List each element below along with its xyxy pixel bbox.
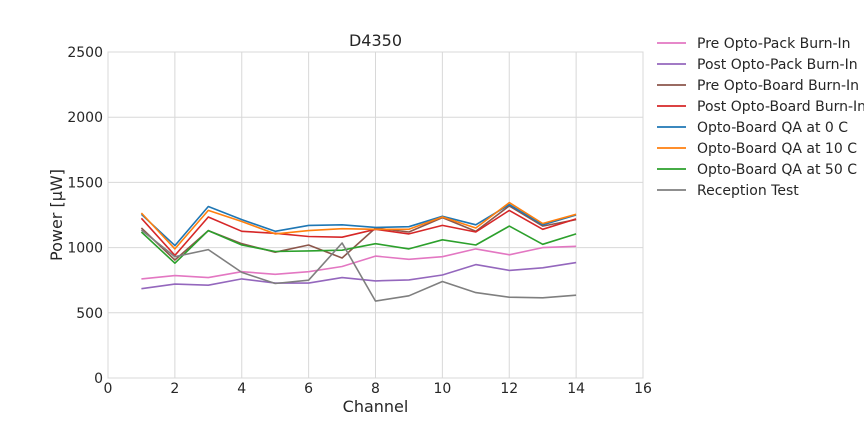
legend-entry-label: Post Opto-Pack Burn-In <box>697 57 858 73</box>
legend: Pre Opto-Pack Burn-In Post Opto-Pack Burn… <box>657 36 864 199</box>
series-line <box>140 229 577 302</box>
series-line <box>140 201 577 250</box>
x-tick-label: 6 <box>304 381 313 397</box>
legend-entry-label: Opto-Board QA at 0 C <box>697 120 848 136</box>
y-tick-label: 500 <box>76 306 103 322</box>
x-tick-label: 2 <box>170 381 179 397</box>
x-tick-label: 0 <box>104 381 113 397</box>
x-axis-label: Channel <box>343 397 409 416</box>
plot-area <box>107 51 644 379</box>
y-tick-label: 1500 <box>67 175 103 191</box>
legend-entry-label: Opto-Board QA at 10 C <box>697 141 857 157</box>
x-tick-label: 12 <box>500 381 518 397</box>
x-tick-label: 10 <box>433 381 451 397</box>
legend-entry-label: Pre Opto-Pack Burn-In <box>697 36 851 52</box>
legend-entry-label: Opto-Board QA at 50 C <box>697 162 857 178</box>
y-tick-label: 0 <box>94 371 103 387</box>
y-tick-label: 1000 <box>67 241 103 257</box>
y-tick-label: 2500 <box>67 45 103 61</box>
series-line <box>141 245 577 280</box>
x-tick-label: 4 <box>237 381 246 397</box>
legend-entry-label: Reception Test <box>697 183 799 199</box>
chart-title: D4350 <box>349 31 402 50</box>
grid <box>107 51 644 379</box>
y-axis-label: Power [μW] <box>47 169 66 261</box>
series-line <box>140 209 577 257</box>
legend-entry-label: Pre Opto-Board Burn-In <box>697 78 859 94</box>
legend-entry-label: Post Opto-Board Burn-In <box>697 99 864 115</box>
series-line <box>141 261 577 290</box>
tick-labels: 0 2 4 6 8 10 12 14 16 0 500 1000 1500 2000 2500 <box>67 45 652 397</box>
series-line <box>140 225 577 265</box>
x-tick-label: 16 <box>634 381 652 397</box>
series-line <box>140 203 577 247</box>
x-tick-label: 8 <box>371 381 380 397</box>
x-tick-label: 14 <box>567 381 585 397</box>
series-lines <box>140 201 577 302</box>
y-tick-label: 2000 <box>67 110 103 126</box>
